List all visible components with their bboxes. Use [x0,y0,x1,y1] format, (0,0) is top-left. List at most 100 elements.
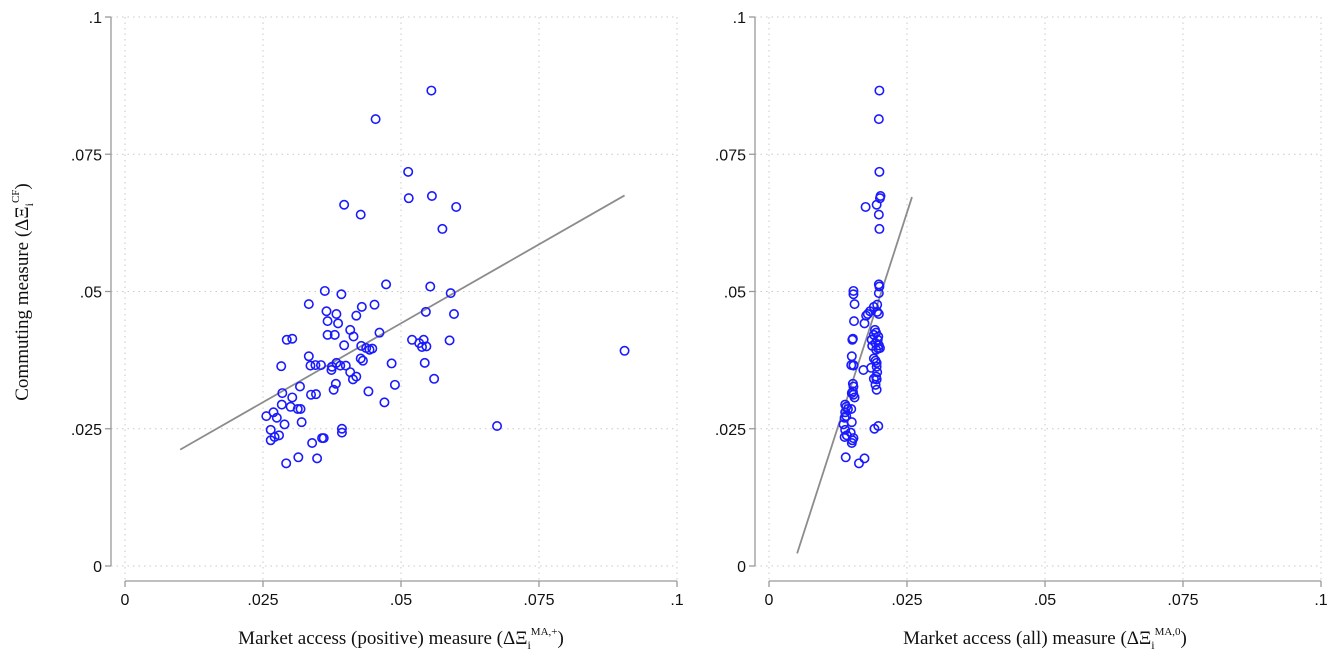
data-point [871,199,882,210]
data-point [306,389,317,400]
data-point [860,201,871,212]
data-point [426,85,437,96]
data-point [281,458,292,469]
data-point [295,403,306,414]
right-panel: 0 .025 .05 .075 .1 0 .025 .05 .075 .1 [715,10,1328,609]
data-point [340,360,351,371]
data-point [403,166,414,177]
data-point [849,299,860,310]
data-point [425,281,436,292]
y-axis-title: Commuting measure (ΔΞiCF) [10,183,36,401]
y-tick-label: .025 [715,422,746,439]
data-point [862,309,873,320]
data-point [389,379,400,390]
y-tick-label: .1 [733,10,746,27]
data-point [335,360,346,371]
y-axis-title-close: ) [12,183,33,189]
data-point [871,327,882,338]
data-point [293,452,304,463]
x-axis-title-left-close: ) [557,628,563,649]
data-point [261,411,272,422]
fit-line [179,194,626,451]
data-point [421,341,432,352]
data-point [369,299,380,310]
data-point [374,327,385,338]
data-point [355,209,366,220]
x-axis-title-right: Market access (all) measure (ΔΞiMA,0) [903,626,1187,652]
x-axis-title-right-subscript: i [1151,638,1155,652]
data-point [871,384,882,395]
data-point [848,433,859,444]
x-tick-label: .05 [1034,592,1056,609]
data-point [840,424,851,435]
data-point [403,193,414,204]
data-point [356,301,367,312]
data-point [873,309,884,320]
x-axis-title-left: Market access (positive) measure (ΔΞiMA,… [238,626,564,652]
x-axis-title-left-superscript: MA,+ [531,626,558,638]
data-point [839,412,850,423]
y-tick-label: .025 [71,422,102,439]
data-point [874,85,885,96]
data-point [873,209,884,220]
y-tick-label: 0 [93,559,102,576]
data-point [379,397,390,408]
y-tick-label: .05 [80,285,102,302]
data-point [355,353,366,364]
y-axis-title-main: Commuting measure (ΔΞ [12,206,33,400]
data-point [315,360,326,371]
data-point [339,199,350,210]
data-point [363,386,374,397]
data-point [870,379,881,390]
data-point [348,331,359,342]
data-point [848,360,859,371]
data-point [336,423,347,434]
data-point [303,351,314,362]
data-point [873,421,884,432]
data-point [279,419,290,430]
data-point [444,335,455,346]
x-tick-label: 0 [765,592,774,609]
data-point [347,374,358,385]
y-axis-title-subscript: i [22,202,36,206]
data-point [321,306,332,317]
data-point [445,288,456,299]
data-point [336,289,347,300]
data-point [351,310,362,321]
y-tick-label: .075 [715,147,746,164]
data-point [437,223,448,234]
data-point [846,438,857,449]
x-tick-label: .075 [1167,592,1198,609]
data-point [859,318,870,329]
data-point [357,355,368,366]
x-tick-label: .075 [523,592,554,609]
data-point [326,365,337,376]
data-point [381,279,392,290]
x-axis-title-right-close: ) [1181,628,1187,649]
data-point [873,288,884,299]
data-point [874,281,885,292]
data-point [873,343,884,354]
x-axis-title-left-main: Market access (positive) measure (ΔΞ [238,628,527,649]
data-point [322,329,333,340]
data-point [619,345,630,356]
data-point [276,361,287,372]
y-axis-title-superscript: CF [10,190,22,203]
data-point [426,190,437,201]
x-axis-title-left-subscript: i [527,638,531,652]
data-point [305,360,316,371]
x-tick-label: .025 [891,592,922,609]
data-point [296,417,307,428]
data-point [356,340,367,351]
data-point [277,388,288,399]
data-point [322,316,333,327]
data-point [872,306,883,317]
y-tick-label: .05 [724,285,746,302]
data-point [386,358,397,369]
data-point [310,360,321,371]
data-point [419,357,430,368]
data-point [281,334,292,345]
data-point [333,318,344,329]
data-point [331,309,342,320]
